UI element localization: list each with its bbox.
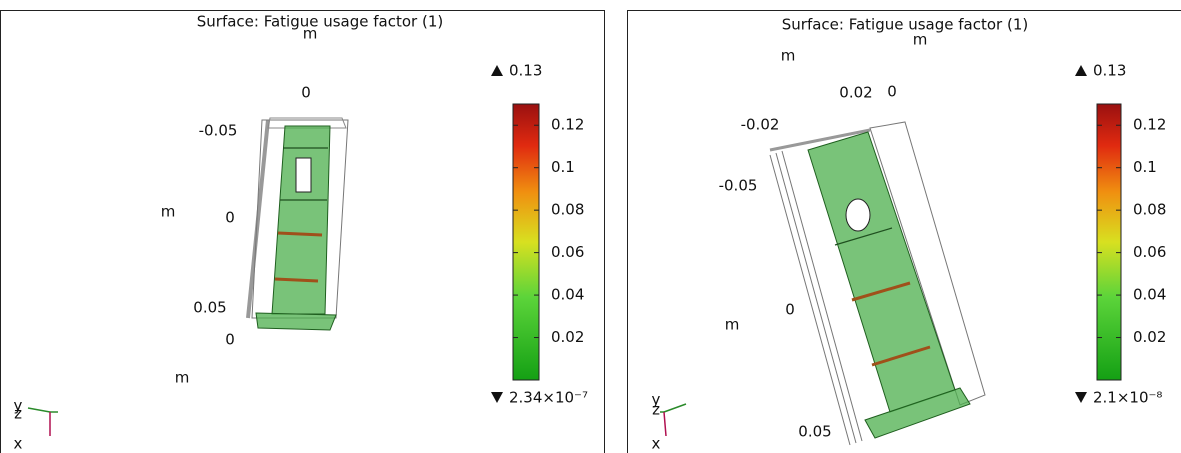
model-view [246,117,349,331]
colorbar-tick-label: 0.02 [551,328,584,346]
axis-label: 0.05 [193,299,226,317]
colorbar-tick-label: 0.06 [551,243,584,261]
colorbar-tick-label: 0.12 [1133,116,1166,134]
max-label: 0.13 [509,62,542,80]
colorbar [512,103,540,381]
colorbar-tick-label: 0.08 [1133,201,1166,219]
model-view [769,121,986,446]
axis-label: m [303,25,318,43]
colorbar-tick-label: 0.08 [551,201,584,219]
triad-axis [663,411,667,437]
triad-axis [27,407,51,413]
axis-label: -0.05 [719,177,758,195]
triad-label: x [14,435,23,453]
colorbar-tick-label: 0.04 [1133,286,1166,304]
min-marker [1075,392,1087,403]
colorbar-tick-label: 0.04 [551,286,584,304]
axis-label: m [161,203,176,221]
max-marker [491,65,503,76]
colorbar-tick-label: 0.1 [551,158,575,176]
triad-label: y [652,391,661,409]
triad-label: z [14,405,22,423]
max-marker [1075,65,1087,76]
axis-label: m [913,31,928,49]
axis-label: 0 [887,83,897,101]
triad-label: z [652,401,660,419]
axis-label: m [725,316,740,334]
min-label: 2.1×10⁻⁸ [1093,389,1162,407]
plot-title: Surface: Fatigue usage factor (1) [782,16,1028,34]
axis-label: 0 [225,331,235,349]
axis-label: 0 [225,209,235,227]
plot-title: Surface: Fatigue usage factor (1) [197,13,443,31]
colorbar-tick-label: 0.02 [1133,328,1166,346]
colorbar [1096,103,1122,381]
triad-axis [663,403,687,413]
axis-label: 0 [301,84,311,102]
colorbar-tick-label: 0.12 [551,116,584,134]
axis-label: 0.05 [798,423,831,441]
axis-label: m [175,369,190,387]
min-marker [491,392,503,403]
axis-label: -0.02 [741,116,780,134]
colorbar-tick-label: 0.06 [1133,243,1166,261]
axis-label: -0.05 [199,122,238,140]
triad-label: x [652,435,661,453]
axis-label: 0.02 [839,84,872,102]
triad-label: y [14,397,23,415]
axis-label: m [781,47,796,65]
max-label: 0.13 [1093,62,1126,80]
colorbar-tick-label: 0.1 [1133,158,1157,176]
axis-label: 0 [785,301,795,319]
min-label: 2.34×10⁻⁷ [509,389,588,407]
